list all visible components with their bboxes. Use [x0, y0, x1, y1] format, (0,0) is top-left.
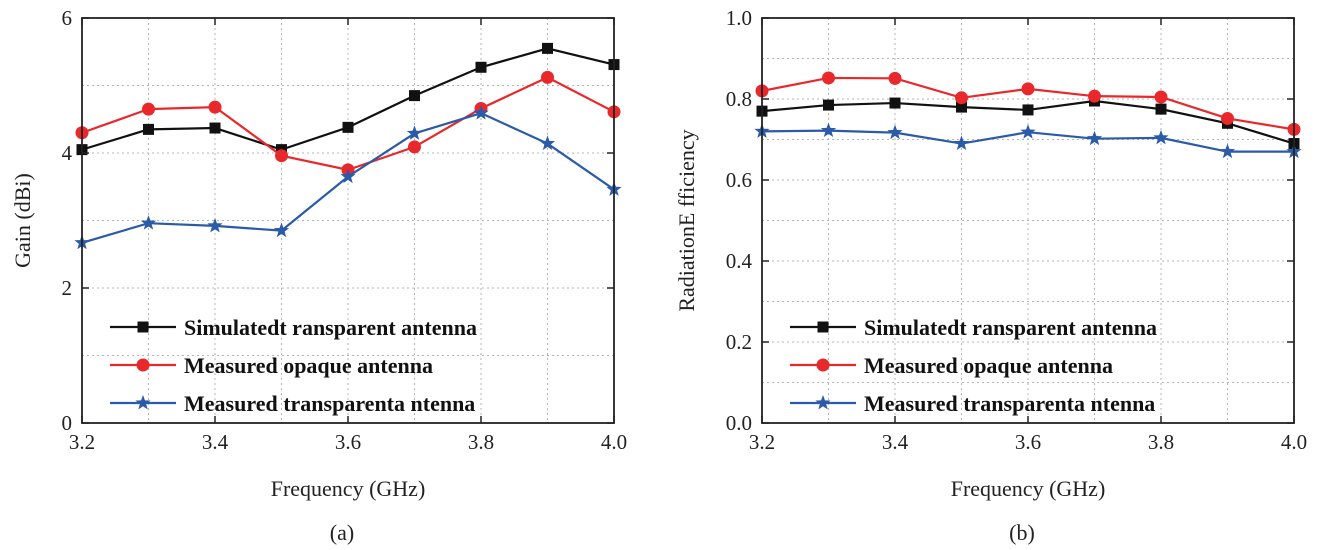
data-point [1088, 89, 1101, 103]
legend-item: Measured transparenta ntenna [110, 391, 475, 416]
data-point [888, 71, 902, 85]
x-tick-label: 3.8 [468, 430, 494, 454]
x-tick-label: 3.4 [882, 430, 909, 454]
legend-label: Measured transparenta ntenna [184, 391, 475, 416]
data-point [1154, 90, 1168, 104]
x-tick-label: 4.0 [601, 430, 627, 454]
legend-item: Simulatedt ransparent antenna [790, 315, 1157, 340]
data-point [1155, 103, 1167, 115]
data-point [1086, 130, 1103, 146]
data-point [409, 90, 420, 102]
data-point [143, 123, 154, 135]
x-axis-title: Frequency (GHz) [951, 476, 1106, 501]
data-point [539, 135, 556, 151]
legend-label: Measured opaque antenna [184, 353, 433, 378]
panel-a: 3.2 3.4 3.6 3.8 4.0 0 2 4 6 Frequency (GHz) Gain (… [10, 6, 627, 545]
y-tick-label: 0.6 [726, 168, 752, 192]
y-tick-label: 2 [62, 276, 73, 300]
data-point [208, 100, 222, 114]
data-point [275, 149, 288, 163]
y-tick-label: 0 [62, 411, 73, 435]
data-point [1021, 82, 1035, 96]
y-tick-label: 4 [62, 141, 73, 165]
data-point [1153, 129, 1169, 145]
y-tick-label: 0.2 [726, 330, 752, 354]
data-point [340, 168, 356, 184]
series-3 [754, 122, 1302, 159]
legend-item: Measured transparenta ntenna [790, 391, 1155, 416]
y-tick-label: 0.8 [726, 87, 752, 111]
data-point [820, 122, 837, 138]
data-point [889, 97, 901, 109]
legend-marker [816, 358, 830, 372]
y-tick-label: 1.0 [726, 6, 752, 30]
legend-marker [135, 395, 151, 410]
data-point [953, 135, 970, 151]
data-point [408, 140, 421, 154]
legend-marker [137, 321, 149, 333]
data-point [473, 105, 489, 120]
panel-b: 3.2 3.4 3.6 3.8 4.0 0.0 0.2 0.4 0.6 0.8 1.0 Frequen… [674, 6, 1307, 545]
data-point [823, 99, 834, 111]
data-point [822, 71, 835, 85]
data-point [342, 121, 354, 133]
x-tick-label: 3.2 [69, 430, 95, 454]
data-point [209, 122, 221, 134]
legend-label: Measured opaque antenna [864, 353, 1113, 378]
legend-label: Simulatedt ransparent antenna [864, 315, 1157, 340]
data-point [887, 124, 903, 140]
y-tick-label: 0.0 [726, 411, 752, 435]
x-tick-label: 3.6 [1015, 430, 1041, 454]
x-tick-label: 3.2 [749, 430, 775, 454]
legend-item: Measured opaque antenna [790, 353, 1113, 378]
data-point [541, 70, 554, 84]
x-tick-label: 3.4 [202, 430, 229, 454]
x-axis-title: Frequency (GHz) [271, 476, 426, 501]
legend: Simulatedt ransparent antenna Measured op… [110, 315, 477, 416]
y-tick-label: 0.4 [726, 249, 753, 273]
data-point [1020, 124, 1036, 139]
legend-marker [136, 358, 150, 372]
y-axis-title: RadiationE fficiency [674, 129, 699, 311]
x-tick-label: 3.6 [335, 430, 361, 454]
y-tick-label: 6 [62, 6, 73, 30]
legend-item: Simulatedt ransparent antenna [110, 315, 477, 340]
data-point [406, 125, 423, 140]
data-point [1221, 111, 1234, 125]
data-point [140, 215, 157, 230]
series-2 [755, 71, 1301, 136]
data-point [1219, 143, 1236, 159]
data-point [273, 222, 290, 238]
panel-caption: (a) [330, 520, 354, 545]
x-tick-label: 4.0 [1281, 430, 1307, 454]
x-tick-label: 3.8 [1148, 430, 1174, 454]
legend-marker [815, 395, 831, 410]
data-point [1022, 104, 1034, 116]
legend: Simulatedt ransparent antenna Measured op… [790, 315, 1157, 416]
data-point [542, 42, 553, 54]
y-axis-title: Gain (dBi) [10, 173, 35, 268]
data-point [955, 91, 968, 105]
data-point [207, 217, 223, 233]
data-point [475, 61, 487, 73]
legend-item: Measured opaque antenna [110, 353, 433, 378]
panel-caption: (b) [1009, 520, 1035, 545]
legend-label: Simulatedt ransparent antenna [184, 315, 477, 340]
data-point [142, 102, 155, 116]
legend-marker [817, 321, 829, 333]
legend-label: Measured transparenta ntenna [864, 391, 1155, 416]
data-point [956, 101, 967, 113]
